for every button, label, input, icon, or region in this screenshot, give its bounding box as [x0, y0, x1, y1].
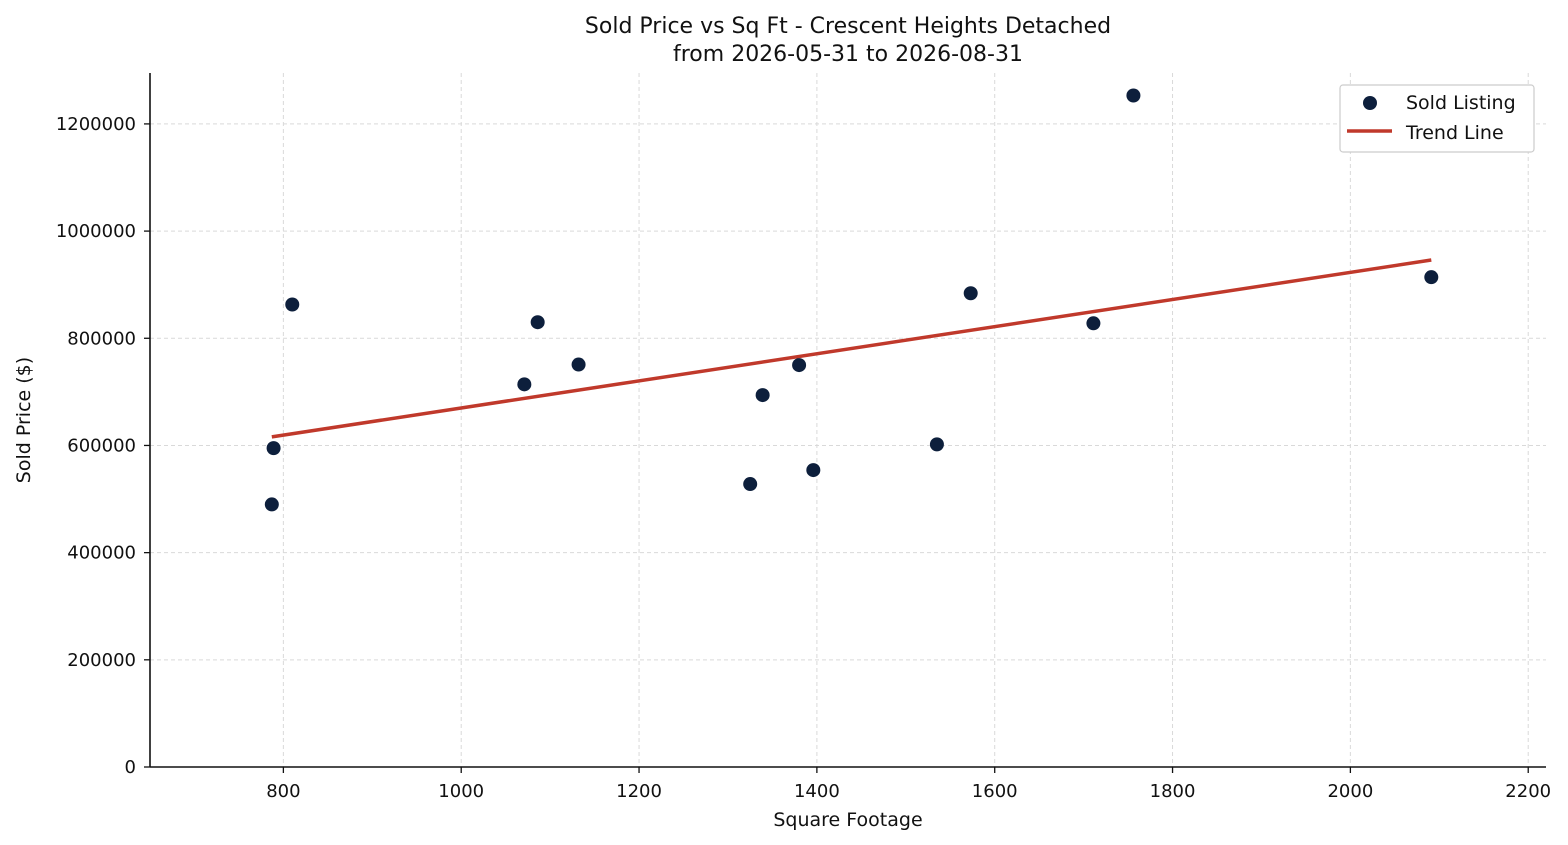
y-tick-label: 400000	[67, 543, 136, 564]
axes	[149, 73, 1546, 768]
data-point	[266, 441, 281, 456]
data-point	[929, 437, 944, 452]
x-tick-label: 2200	[1505, 781, 1551, 802]
data-point	[530, 315, 545, 330]
x-tick-label: 1800	[1150, 781, 1196, 802]
tick-labels: 800 1000 1200 1400 1600 1800 2000 2200 0 200000 40…	[56, 114, 1551, 802]
trend-line	[271, 258, 1432, 439]
x-tick-label: 1200	[616, 781, 662, 802]
x-tick-label: 1400	[794, 781, 840, 802]
y-axis-label: Sold Price ($)	[13, 357, 35, 483]
y-tick-label: 200000	[67, 650, 136, 671]
data-point	[963, 286, 978, 301]
data-point	[755, 388, 770, 403]
y-tick-label: 1200000	[56, 114, 136, 135]
chart-subtitle: from 2026-05-31 to 2026-08-31	[673, 42, 1023, 67]
legend-label-sold-listing: Sold Listing	[1406, 92, 1516, 114]
data-point	[264, 497, 279, 512]
data-marks	[264, 88, 1439, 512]
legend-label-trend-line: Trend Line	[1405, 122, 1504, 144]
chart-title: Sold Price vs Sq Ft - Crescent Heights D…	[585, 14, 1111, 39]
data-point	[806, 463, 821, 478]
data-point	[1126, 88, 1141, 103]
data-point	[743, 477, 758, 492]
data-point	[285, 297, 300, 312]
y-tick-label: 800000	[67, 328, 136, 349]
x-tick-label: 1000	[438, 781, 484, 802]
legend-box	[1339, 84, 1535, 153]
x-axis-label: Square Footage	[773, 809, 922, 831]
x-tick-label: 800	[266, 781, 300, 802]
grid-lines	[150, 73, 1546, 768]
legend-marker-sold-listing	[1363, 96, 1377, 110]
x-tick-label: 1600	[972, 781, 1018, 802]
y-tick-label: 0	[125, 757, 136, 778]
x-tick-label: 2000	[1327, 781, 1373, 802]
data-point	[517, 377, 532, 392]
legend: Sold Listing Trend Line	[1339, 84, 1535, 153]
y-tick-label: 1000000	[56, 221, 136, 242]
data-point	[1424, 270, 1439, 285]
data-point	[571, 357, 586, 372]
data-point	[792, 358, 807, 373]
data-point	[1086, 316, 1101, 331]
y-tick-label: 600000	[67, 435, 136, 456]
